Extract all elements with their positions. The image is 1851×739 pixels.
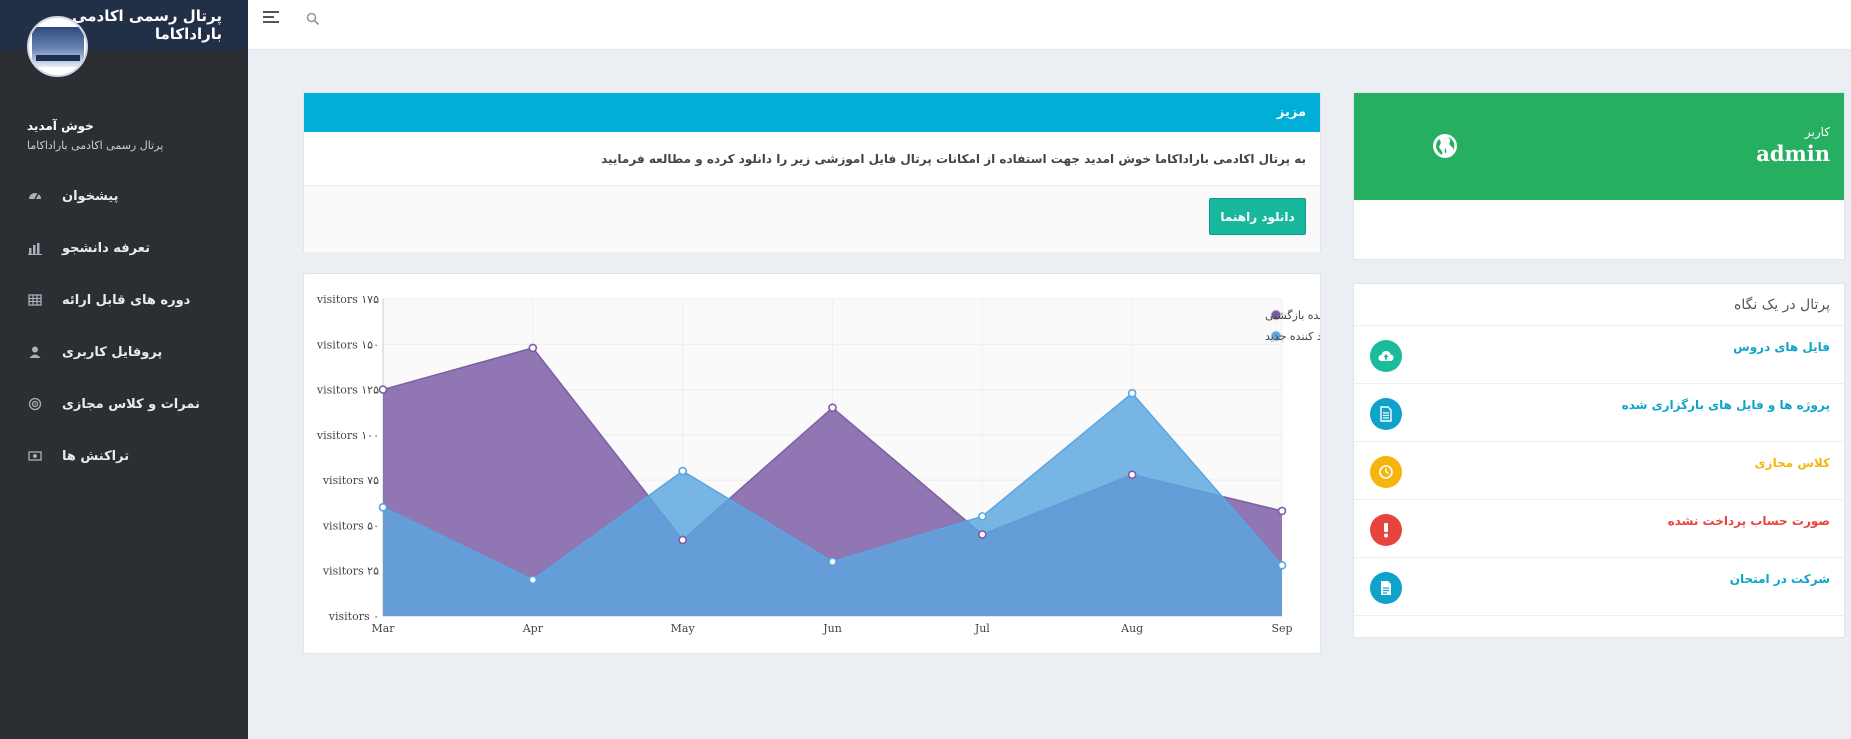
x-tick-label: Jul — [974, 622, 990, 635]
glance-item-virtual-class[interactable]: کلاس مجازی — [1354, 442, 1844, 500]
x-tick-label: May — [671, 622, 696, 635]
top-bar — [248, 0, 1851, 50]
x-tick-label: Jun — [822, 622, 842, 635]
glance-item-label[interactable]: پروژه ها و فایل های بارگزاری شده — [1621, 398, 1830, 412]
table-icon — [28, 293, 42, 307]
series-point-0 — [528, 343, 538, 353]
welcome-panel-header: مزیز — [304, 93, 1320, 132]
series-point-1 — [528, 575, 538, 585]
user-panel-header: کاربر admin — [1354, 93, 1844, 200]
y-tick-label: visitors ۷۵ — [322, 474, 379, 487]
series-point-1 — [1277, 560, 1287, 570]
menu-toggle-icon[interactable] — [263, 11, 279, 25]
y-tick-label: visitors ۱۰۰ — [316, 429, 379, 442]
series-point-0 — [828, 403, 837, 412]
welcome-message: به پرتال اکادمی باراداکاما خوش امدید جهت… — [601, 151, 1306, 166]
y-tick-label: visitors ۱۵۰ — [316, 338, 379, 351]
series-point-1 — [678, 466, 687, 476]
series-point-1 — [978, 512, 987, 521]
welcome-subtext: پرتال رسمی اکادمی باراداکاما — [27, 139, 164, 152]
sidebar: پرتال رسمی اکادمی باراداکاما خوش آمدید پ… — [0, 0, 248, 739]
sidebar-item-profile[interactable]: پروفایل کاربری — [0, 326, 248, 378]
user-label: کاربر — [1804, 125, 1830, 139]
x-tick-label: Mar — [371, 622, 395, 635]
alert-icon — [1370, 514, 1402, 546]
series-point-0 — [978, 530, 987, 539]
welcome-panel-body: به پرتال اکادمی باراداکاما خوش امدید جهت… — [304, 132, 1320, 186]
glance-item-label[interactable]: کلاس مجازی — [1754, 456, 1830, 470]
glance-item-unpaid-invoice[interactable]: صورت حساب پرداخت نشده — [1354, 500, 1844, 558]
series-point-0 — [1127, 470, 1137, 480]
x-tick-label: Sep — [1271, 622, 1292, 635]
welcome-panel-footer: دانلود راهنما — [304, 186, 1320, 252]
clock-icon — [1370, 456, 1402, 488]
legend-swatch — [1270, 330, 1282, 342]
series-point-1 — [828, 557, 837, 566]
search-icon[interactable] — [306, 11, 320, 26]
series-point-0 — [678, 535, 687, 545]
sidebar-item-courses[interactable]: دوره های قابل ارائه — [0, 274, 248, 326]
cloud-upload-icon — [1370, 340, 1402, 372]
y-tick-label: visitors ۱۲۵ — [316, 384, 379, 397]
series-point-1 — [378, 503, 388, 512]
visitors-chart: visitors ۰ visitors ۲۵ visitors ۵۰ visitors… — [316, 293, 1320, 635]
target-icon — [28, 397, 42, 411]
academy-logo — [31, 26, 84, 67]
glance-title: پرتال در یک نگاه — [1354, 284, 1844, 326]
glance-item-course-files[interactable]: فایل های دروس — [1354, 326, 1844, 384]
series-point-0 — [378, 385, 388, 394]
legend-label: بازدید کننده جدید — [1265, 330, 1320, 343]
bar-chart-icon — [28, 241, 42, 255]
document-icon — [1370, 398, 1402, 430]
series-area-1 — [383, 393, 1282, 616]
glance-panel: پرتال در یک نگاه فایل های دروس پروژه ها … — [1353, 283, 1845, 638]
glance-item-label[interactable]: فایل های دروس — [1733, 340, 1830, 354]
download-guide-button[interactable]: دانلود راهنما — [1209, 198, 1306, 235]
money-icon — [28, 449, 42, 463]
glance-item-projects[interactable]: پروژه ها و فایل های بارگزاری شده — [1354, 384, 1844, 442]
welcome-text: خوش آمدید — [27, 119, 94, 133]
user-value: admin — [1756, 141, 1830, 166]
welcome-panel: مزیز به پرتال اکادمی باراداکاما خوش امدی… — [303, 92, 1321, 252]
sidebar-item-tuition[interactable]: تعرفه دانشجو — [0, 222, 248, 274]
visitors-chart-panel: visitors ۰ visitors ۲۵ visitors ۵۰ visitors… — [303, 273, 1321, 654]
glance-item-label[interactable]: صورت حساب پرداخت نشده — [1667, 514, 1830, 528]
file-text-icon — [1370, 572, 1402, 604]
y-tick-label: visitors ۵۰ — [322, 519, 379, 532]
legend-swatch — [1270, 309, 1282, 321]
glance-item-exam[interactable]: شرکت در امتحان — [1354, 558, 1844, 616]
dashboard-icon — [28, 189, 42, 203]
y-tick-label: visitors ۰ — [328, 610, 379, 623]
glance-item-label[interactable]: شرکت در امتحان — [1729, 572, 1830, 586]
legend-label: بازدید کننده بازگشتی — [1265, 309, 1320, 322]
brand-title[interactable]: پرتال رسمی اکادمی باراداکاما — [72, 7, 222, 43]
globe-icon — [1432, 133, 1458, 159]
user-panel: کاربر admin — [1353, 92, 1845, 260]
y-tick-label: visitors ۱۷۵ — [316, 293, 379, 306]
sidebar-menu: پیشخوان تعرفه دانشجو دوره های قابل ارائه… — [0, 170, 248, 482]
welcome-panel-title: مزیز — [1276, 105, 1306, 120]
user-icon — [28, 345, 42, 359]
sidebar-item-dashboard[interactable]: پیشخوان — [0, 170, 248, 222]
x-tick-label: Aug — [1120, 622, 1143, 635]
series-point-1 — [1127, 388, 1137, 398]
sidebar-item-transactions[interactable]: تراکنش ها — [0, 430, 248, 482]
sidebar-item-grades[interactable]: نمرات و کلاس مجازی — [0, 378, 248, 430]
y-tick-label: visitors ۲۵ — [322, 565, 379, 578]
avatar — [27, 16, 88, 77]
x-tick-label: Apr — [522, 622, 544, 635]
series-point-0 — [1277, 506, 1287, 516]
